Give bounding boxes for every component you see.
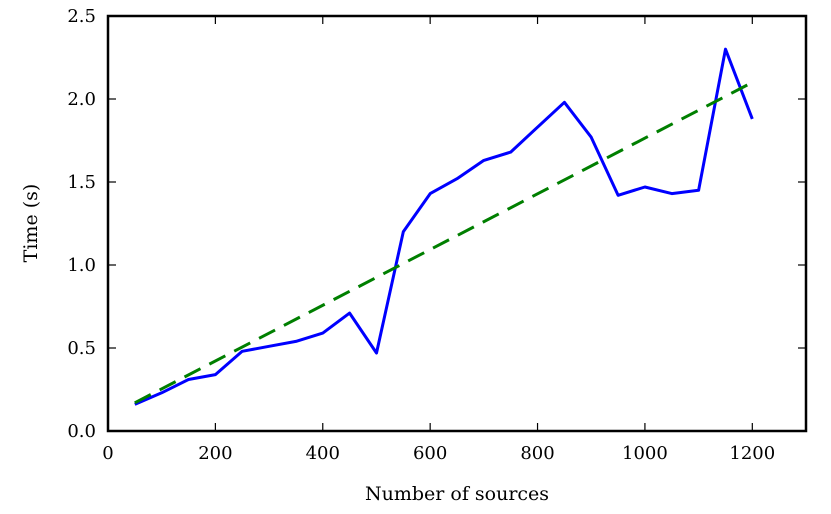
y-tick-label: 2.5 — [67, 6, 96, 27]
y-tick-label: 1.0 — [67, 255, 96, 276]
x-tick-label: 800 — [520, 443, 554, 464]
x-tick-label: 400 — [306, 443, 340, 464]
y-axis-label: Time (s) — [20, 184, 42, 263]
y-tick-label: 0.0 — [67, 421, 96, 442]
y-tick-label: 1.5 — [67, 172, 96, 193]
y-tick-label: 0.5 — [67, 338, 96, 359]
x-tick-label: 1200 — [729, 443, 775, 464]
x-tick-label: 0 — [102, 443, 113, 464]
trend-line — [134, 81, 753, 405]
plot-frame — [106, 14, 808, 433]
tick-labels-group: 0 200 400 600 800 1000 1200 0.0 0.5 1.0 1.5 2.0 2.5 — [67, 6, 775, 464]
x-tick-label: 1000 — [622, 443, 668, 464]
x-tick-label: 200 — [198, 443, 232, 464]
y-tick-label: 2.0 — [67, 89, 96, 110]
series-line — [134, 47, 754, 406]
x-tick-label: 600 — [413, 443, 447, 464]
series-group — [134, 47, 754, 406]
ticks-group — [107, 15, 806, 432]
x-axis-label: Number of sources — [365, 483, 549, 505]
